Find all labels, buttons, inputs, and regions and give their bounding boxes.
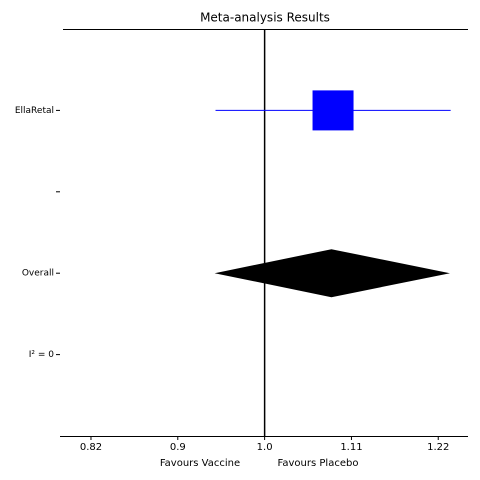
y-tick-label: Overall <box>22 269 54 279</box>
summary-diamond <box>214 249 450 298</box>
x-label-right: Favours Placebo <box>278 458 359 469</box>
estimate-box <box>312 90 354 131</box>
x-tick-label: 1.11 <box>340 442 362 453</box>
x-tick-label: 1.22 <box>427 442 449 453</box>
y-tick-label: I² = 0 <box>29 350 55 360</box>
chart-title: Meta-analysis Results <box>200 11 330 25</box>
x-label-left: Favours Vaccine <box>160 458 240 469</box>
x-tick-label: 1.0 <box>257 442 273 453</box>
x-tick-label: 0.9 <box>170 442 186 453</box>
x-tick-label: 0.82 <box>80 442 102 453</box>
y-tick-label: EllaRetal <box>15 106 54 116</box>
